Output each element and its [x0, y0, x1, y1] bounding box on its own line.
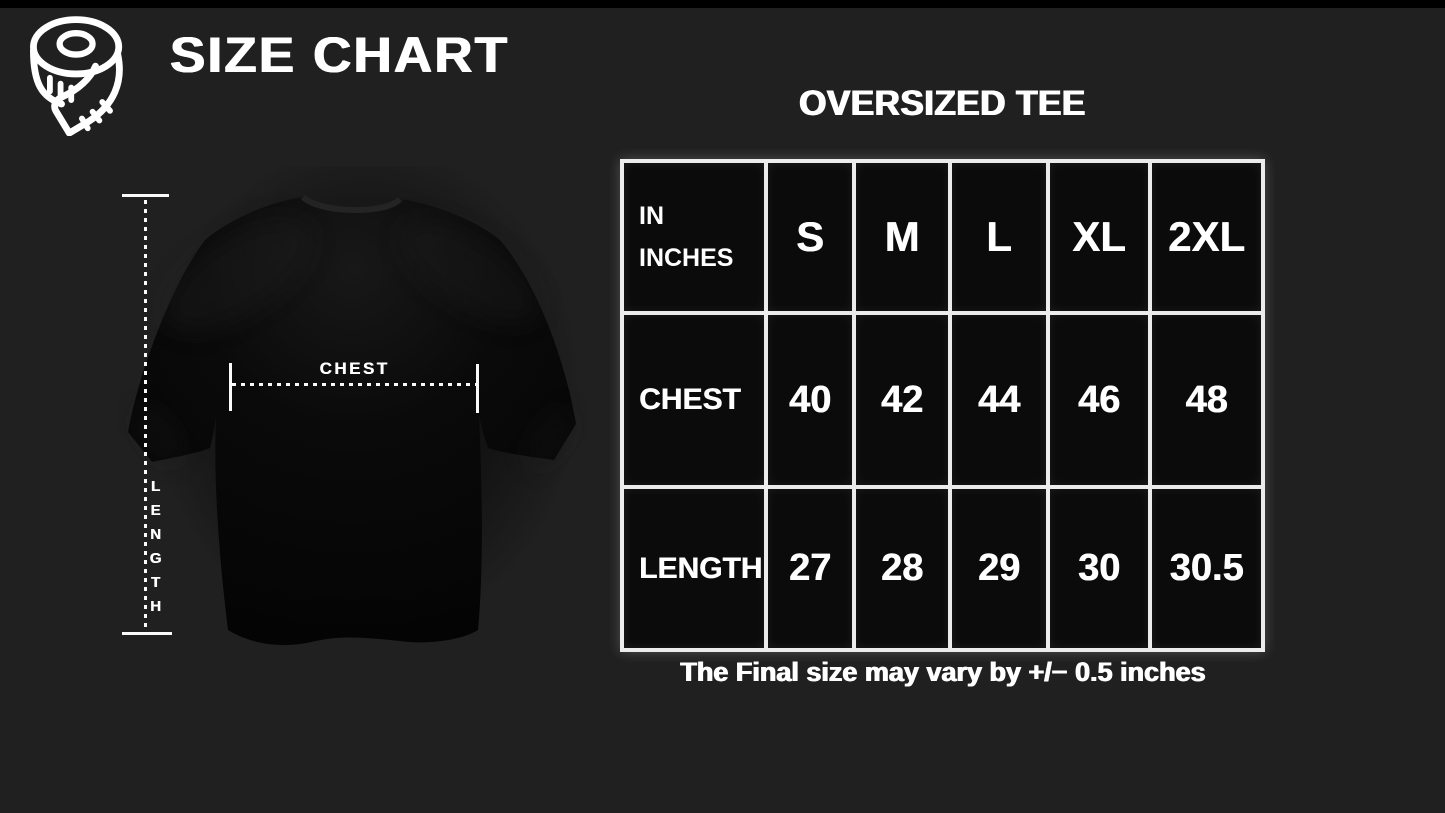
tshirt-image	[118, 160, 588, 665]
top-letterbox-strip	[0, 0, 1445, 8]
table-row-chest-label: CHEST	[624, 315, 764, 485]
table-col-s: S	[768, 163, 852, 311]
size-table: IN INCHES S M L XL 2XL CHEST 40 42 44 46…	[620, 159, 1265, 652]
length-value-xl: 30	[1050, 489, 1148, 648]
chest-value-xl: 46	[1050, 315, 1148, 485]
length-value-s: 27	[768, 489, 852, 648]
table-col-l: L	[952, 163, 1046, 311]
length-dotted-line	[144, 200, 147, 630]
chest-value-m: 42	[856, 315, 948, 485]
table-col-xl: XL	[1050, 163, 1148, 311]
table-unit-cell: IN INCHES	[624, 163, 764, 311]
length-value-m: 28	[856, 489, 948, 648]
chest-value-s: 40	[768, 315, 852, 485]
chest-value-2xl: 48	[1152, 315, 1261, 485]
chest-value-l: 44	[952, 315, 1046, 485]
size-variance-note: The Final size may vary by +/− 0.5 inche…	[680, 657, 1206, 687]
chest-line-left-cap	[229, 363, 232, 411]
table-row-length-label: LENGTH	[624, 489, 764, 648]
chest-line-right-cap	[476, 364, 479, 413]
measuring-tape-icon	[20, 8, 138, 137]
length-label: LENGTH	[147, 478, 164, 622]
length-line-top-cap	[122, 194, 169, 197]
length-value-l: 29	[952, 489, 1046, 648]
length-line-bottom-cap	[122, 632, 172, 635]
length-value-2xl: 30.5	[1152, 489, 1261, 648]
chest-label: CHEST	[319, 359, 390, 378]
page-title: SIZE CHART	[170, 27, 510, 83]
chest-dotted-line	[232, 383, 477, 386]
chart-heading: OVERSIZED TEE	[799, 84, 1086, 123]
table-col-2xl: 2XL	[1152, 163, 1261, 311]
table-col-m: M	[856, 163, 948, 311]
